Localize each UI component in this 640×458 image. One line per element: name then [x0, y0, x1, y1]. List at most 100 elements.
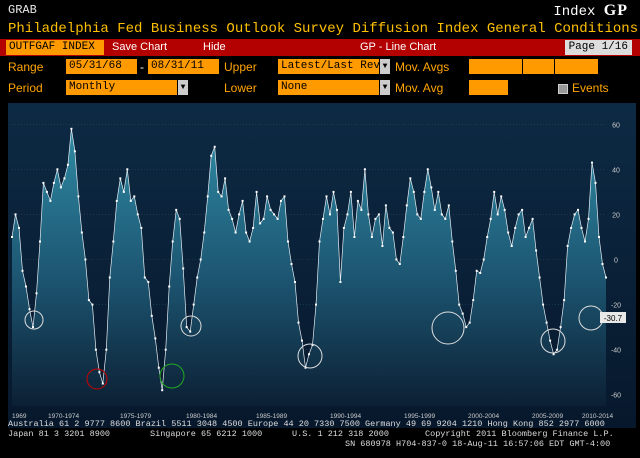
data-point — [259, 222, 262, 225]
data-point — [349, 190, 352, 193]
data-point — [514, 226, 517, 229]
annotation-circle — [297, 343, 323, 369]
data-point — [360, 208, 363, 211]
data-point — [210, 154, 213, 157]
y-tick-label: -20 — [611, 303, 621, 310]
x-tick-label: 2010-2014 — [582, 413, 613, 420]
data-point — [73, 150, 76, 153]
range-separator: - — [140, 60, 144, 74]
upper-dropdown-icon[interactable]: ▼ — [380, 59, 390, 74]
data-point — [140, 226, 143, 229]
data-point — [108, 276, 111, 279]
series-area — [11, 127, 607, 407]
data-point — [447, 204, 450, 207]
data-point — [363, 168, 366, 171]
data-point — [25, 285, 27, 288]
mov-avg-label: Mov. Avg — [395, 81, 444, 95]
data-point — [98, 371, 101, 374]
data-point — [322, 217, 324, 220]
range-start-input[interactable]: 05/31/68 — [66, 59, 137, 74]
data-point — [91, 303, 94, 306]
data-point — [52, 181, 55, 184]
data-point — [419, 217, 422, 220]
data-point — [304, 366, 307, 369]
data-point — [493, 190, 496, 193]
page-indicator[interactable]: Page 1/16 — [564, 40, 632, 55]
lower-select[interactable]: None — [278, 80, 379, 95]
data-point — [524, 236, 527, 238]
range-row: Range 05/31/68 - 08/31/11 Upper Latest/L… — [0, 58, 640, 76]
data-point — [220, 195, 223, 198]
data-point — [510, 245, 513, 247]
data-point — [231, 217, 234, 220]
period-select[interactable]: Monthly — [66, 80, 177, 95]
mov-avg-input-1[interactable] — [469, 59, 522, 74]
data-point — [224, 177, 227, 180]
data-point — [14, 213, 17, 216]
last-value-tag: -30.7 — [600, 312, 626, 323]
upper-select[interactable]: Latest/Last Revi — [278, 59, 379, 74]
data-point — [605, 276, 607, 279]
footer-singapore: Singapore 65 6212 1000 — [150, 429, 263, 439]
data-point — [444, 217, 447, 220]
data-point — [563, 299, 566, 302]
range-end-input[interactable]: 08/31/11 — [148, 59, 219, 74]
data-point — [287, 240, 289, 243]
data-point — [332, 190, 335, 193]
data-point — [573, 213, 576, 216]
data-point — [594, 181, 597, 184]
data-point — [227, 208, 230, 211]
data-point — [374, 217, 377, 220]
annotation-circle — [180, 315, 202, 337]
data-point — [570, 226, 573, 229]
data-point — [598, 236, 600, 238]
hide-button[interactable]: Hide — [203, 41, 226, 53]
chart-type-label: GP - Line Chart — [360, 41, 437, 53]
data-point — [528, 226, 531, 229]
data-point — [133, 195, 136, 198]
data-point — [342, 226, 345, 229]
function-code: GP — [603, 2, 628, 19]
save-chart-button[interactable]: Save Chart — [112, 41, 168, 53]
data-point — [318, 240, 321, 243]
data-point — [402, 236, 405, 238]
data-point — [150, 314, 153, 317]
data-point — [346, 213, 349, 216]
data-point — [42, 181, 45, 184]
data-point — [248, 240, 251, 243]
data-point — [398, 263, 401, 265]
events-checkbox-icon[interactable] — [558, 83, 568, 94]
lower-label: Lower — [224, 81, 257, 95]
x-tick-label: 1985-1989 — [256, 413, 287, 420]
data-point — [136, 213, 139, 216]
data-point — [49, 199, 52, 202]
data-point — [238, 213, 241, 216]
data-point — [56, 168, 59, 171]
data-point — [283, 195, 286, 198]
y-tick-label: 40 — [612, 167, 620, 174]
data-point — [454, 269, 457, 272]
data-point — [503, 208, 506, 211]
data-point — [545, 321, 548, 324]
ticker-field[interactable]: OUTFGAF INDEX — [6, 40, 104, 55]
data-point — [185, 326, 188, 329]
mov-avg-input-3[interactable] — [555, 59, 598, 74]
data-point — [245, 231, 248, 234]
data-point — [482, 258, 485, 261]
data-point — [175, 208, 178, 211]
x-tick-label: 1980-1984 — [186, 413, 217, 420]
annotation-circle — [431, 311, 465, 345]
period-label: Period — [8, 81, 43, 95]
data-point — [290, 263, 293, 265]
lower-dropdown-icon[interactable]: ▼ — [380, 80, 390, 95]
data-point — [199, 258, 202, 261]
data-point — [126, 168, 129, 171]
mov-avg-input-2[interactable] — [523, 59, 554, 74]
mov-avg-input[interactable] — [469, 80, 508, 95]
data-point — [367, 213, 370, 216]
data-point — [32, 326, 34, 329]
period-dropdown-icon[interactable]: ▼ — [178, 80, 188, 95]
data-point — [531, 217, 534, 220]
events-toggle[interactable]: Events — [558, 79, 609, 97]
data-point — [157, 366, 160, 369]
